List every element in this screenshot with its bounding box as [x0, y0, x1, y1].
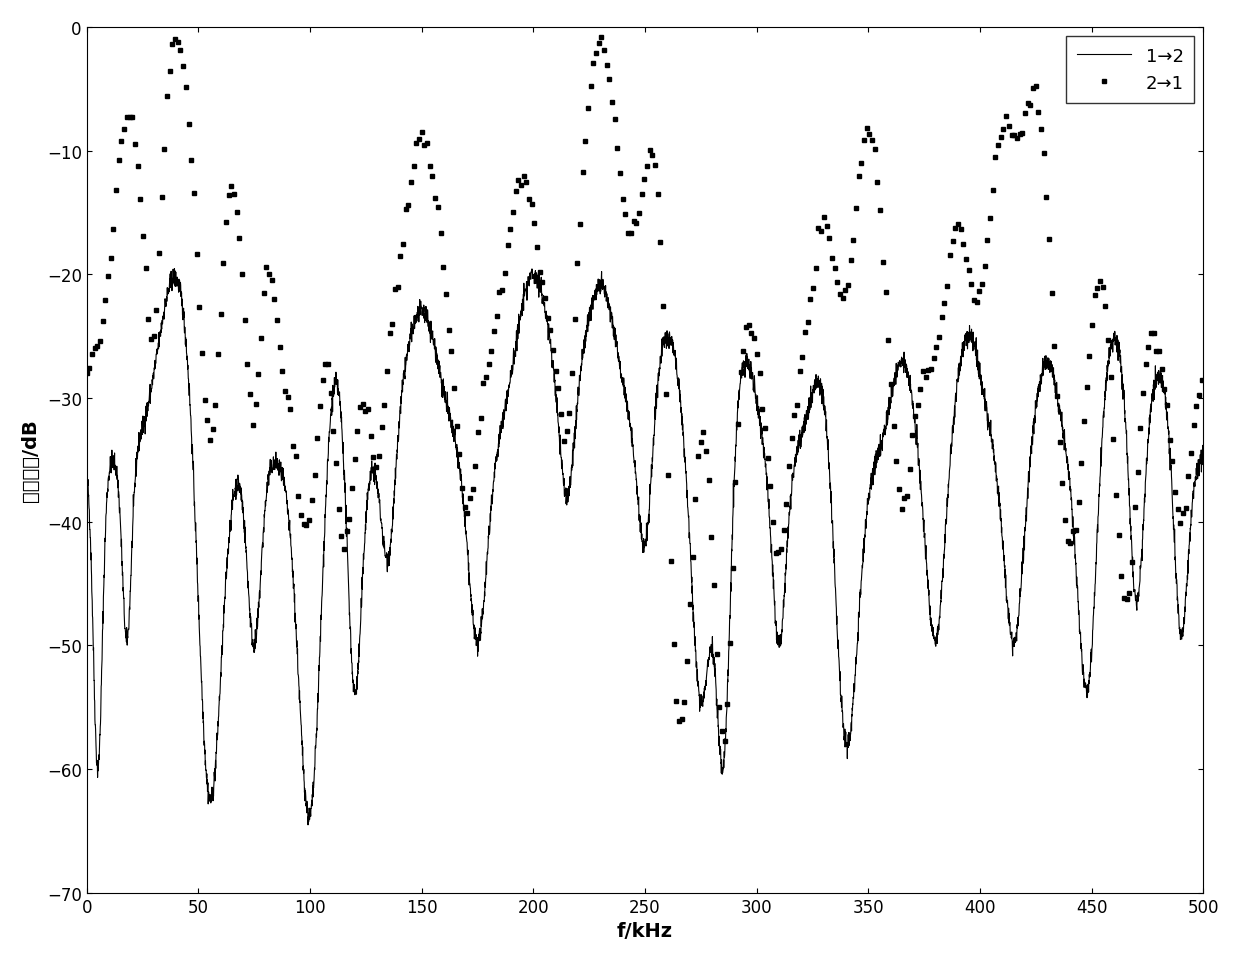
- 1→2: [998, 564, 1013, 576]
- 2→1: [806, 277, 821, 288]
- 1→2: [749, 406, 764, 417]
- 2→1: [506, 210, 521, 222]
- 1→2: [1195, 459, 1210, 471]
- Line: 2→1: 2→1: [84, 32, 1205, 748]
- 1→2: [806, 381, 821, 392]
- 2→1: [595, 28, 610, 39]
- 2→1: [79, 367, 94, 379]
- 2→1: [718, 740, 733, 752]
- 1→2: [283, 515, 298, 527]
- X-axis label: f/kHz: f/kHz: [618, 922, 673, 940]
- 1→2: [913, 484, 928, 496]
- 2→1: [1195, 371, 1210, 382]
- Legend: 1→2, 2→1: 1→2, 2→1: [1066, 37, 1194, 104]
- 1→2: [506, 350, 521, 361]
- 2→1: [281, 396, 296, 407]
- Y-axis label: 功率衰减/dB: 功率衰减/dB: [21, 419, 40, 502]
- 2→1: [913, 383, 928, 395]
- 1→2: [79, 466, 94, 478]
- 1→2: [167, 263, 182, 275]
- 1→2: [300, 819, 315, 830]
- Line: 1→2: 1→2: [87, 269, 1203, 825]
- 2→1: [749, 349, 764, 360]
- 2→1: [998, 113, 1013, 125]
